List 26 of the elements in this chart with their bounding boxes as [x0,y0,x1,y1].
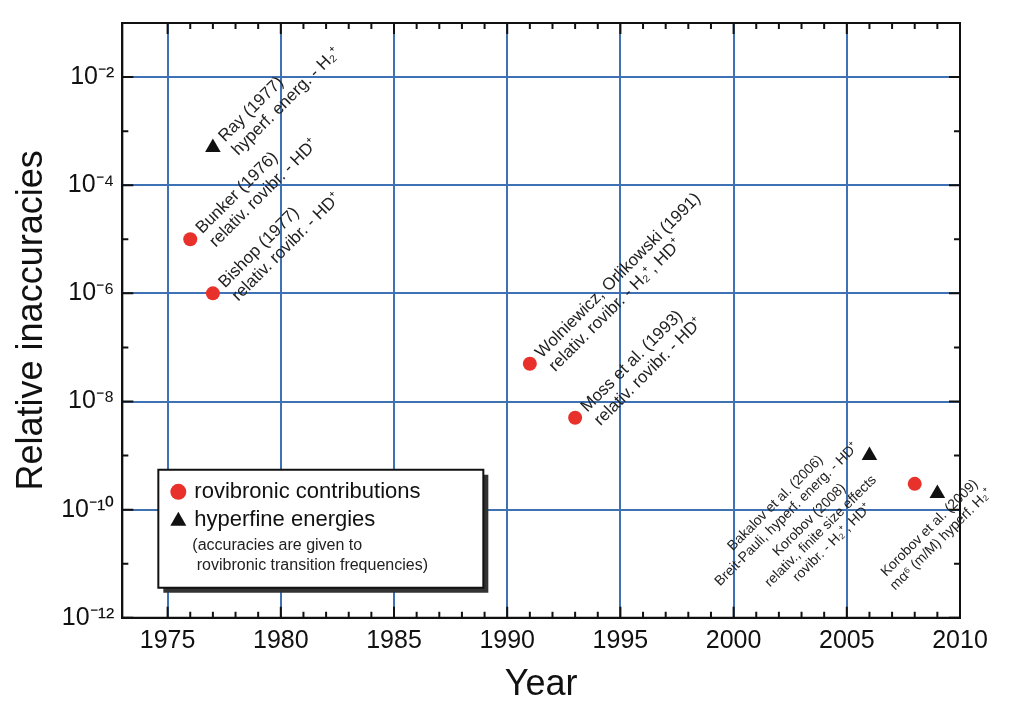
point [929,484,946,498]
point [522,356,537,371]
point [205,286,220,301]
point [568,410,583,425]
y-tick-label: 10⁻² [70,60,115,89]
annotation: (accuracies are given to rovibronic transition frequencies) [192,536,428,574]
y-tick-label: 10⁻¹⁰ [61,493,115,522]
x-tick-label: 1975 [139,624,196,653]
x-tick-label: 2010 [932,624,988,653]
x-tick-label: 2000 [705,624,762,653]
x-tick-label: 2005 [818,624,875,653]
point [907,476,922,491]
legend-label: rovibronic contributions [194,477,421,503]
x-tick-label: 1985 [366,624,422,653]
y-tick-label: 10⁻¹² [61,601,115,630]
y-tick-label: 10⁻⁸ [67,385,115,414]
x-tick-label: 1990 [479,624,536,653]
legend-label: hyperfine energies [194,505,376,531]
y-axis-title: Relative inaccuracies [8,150,50,491]
x-axis-title: Year [504,662,578,704]
x-tick-label: 1980 [253,624,309,653]
point [861,446,878,461]
x-tick-label: 1995 [592,624,649,653]
y-tick-label: 10⁻⁴ [67,169,115,198]
point [183,232,198,247]
y-tick-label: 10⁻⁶ [68,277,115,306]
